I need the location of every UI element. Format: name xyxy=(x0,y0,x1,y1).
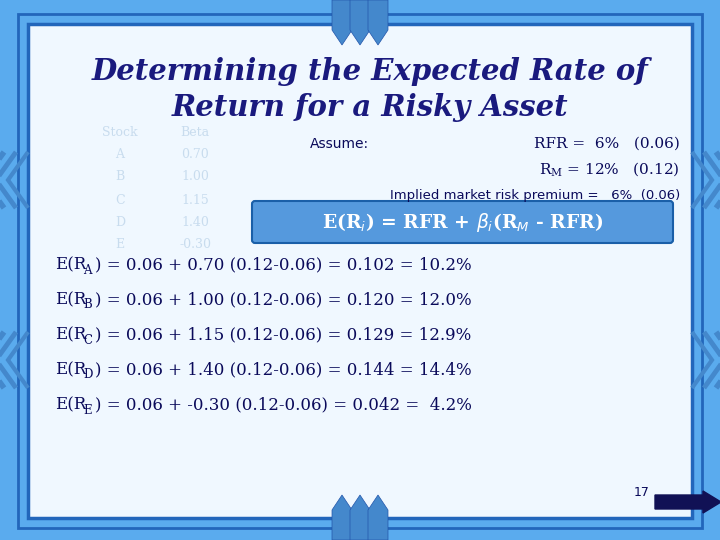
Text: Beta: Beta xyxy=(181,125,210,138)
Text: ) = 0.06 + -0.30 (0.12-0.06) = 0.042 =  4.2%: ) = 0.06 + -0.30 (0.12-0.06) = 0.042 = 4… xyxy=(95,396,472,414)
Text: E(R: E(R xyxy=(55,396,86,414)
Text: E(R$_i$) = RFR + $\beta_i$(R$_M$ - RFR): E(R$_i$) = RFR + $\beta_i$(R$_M$ - RFR) xyxy=(323,211,603,233)
Text: ) = 0.06 + 1.15 (0.12-0.06) = 0.129 = 12.9%: ) = 0.06 + 1.15 (0.12-0.06) = 0.129 = 12… xyxy=(95,327,472,343)
Text: RFR =  6%   (0.06): RFR = 6% (0.06) xyxy=(534,137,680,151)
Text: Return for a Risky Asset: Return for a Risky Asset xyxy=(171,93,568,123)
Text: Assume:: Assume: xyxy=(310,137,369,151)
Text: ) = 0.06 + 0.70 (0.12-0.06) = 0.102 = 10.2%: ) = 0.06 + 0.70 (0.12-0.06) = 0.102 = 10… xyxy=(95,256,472,273)
Text: 1.40: 1.40 xyxy=(181,215,209,228)
Text: E(R: E(R xyxy=(55,327,86,343)
Polygon shape xyxy=(368,495,388,540)
Text: Stock: Stock xyxy=(102,125,138,138)
Text: 1.15: 1.15 xyxy=(181,193,209,206)
Text: E(R: E(R xyxy=(55,361,86,379)
Text: B: B xyxy=(83,299,91,312)
Text: C: C xyxy=(83,334,92,347)
Polygon shape xyxy=(332,0,352,45)
Text: A: A xyxy=(115,148,125,161)
Text: Determining the Expected Rate of: Determining the Expected Rate of xyxy=(91,57,649,86)
FancyBboxPatch shape xyxy=(252,201,673,243)
Text: E: E xyxy=(83,403,91,416)
Text: Implied market risk premium =   6%  (0.06): Implied market risk premium = 6% (0.06) xyxy=(390,190,680,202)
Text: D: D xyxy=(115,215,125,228)
Polygon shape xyxy=(350,0,370,45)
Text: C: C xyxy=(115,193,125,206)
Polygon shape xyxy=(332,495,352,540)
Text: R$_{\mathregular{M}}$ = 12%   (0.12): R$_{\mathregular{M}}$ = 12% (0.12) xyxy=(539,161,680,179)
Text: ) = 0.06 + 1.40 (0.12-0.06) = 0.144 = 14.4%: ) = 0.06 + 1.40 (0.12-0.06) = 0.144 = 14… xyxy=(95,361,472,379)
FancyArrow shape xyxy=(655,491,720,513)
Text: ) = 0.06 + 1.00 (0.12-0.06) = 0.120 = 12.0%: ) = 0.06 + 1.00 (0.12-0.06) = 0.120 = 12… xyxy=(95,292,472,308)
Text: B: B xyxy=(115,171,125,184)
Text: 1.00: 1.00 xyxy=(181,171,209,184)
Polygon shape xyxy=(350,495,370,540)
Text: 17: 17 xyxy=(634,485,650,498)
Text: E(R: E(R xyxy=(55,256,86,273)
Text: E: E xyxy=(115,238,125,251)
Text: -0.30: -0.30 xyxy=(179,238,211,251)
FancyBboxPatch shape xyxy=(28,24,692,518)
Text: 0.70: 0.70 xyxy=(181,148,209,161)
Text: E(R: E(R xyxy=(55,292,86,308)
Polygon shape xyxy=(368,0,388,45)
Text: A: A xyxy=(83,264,91,276)
Text: D: D xyxy=(83,368,92,381)
